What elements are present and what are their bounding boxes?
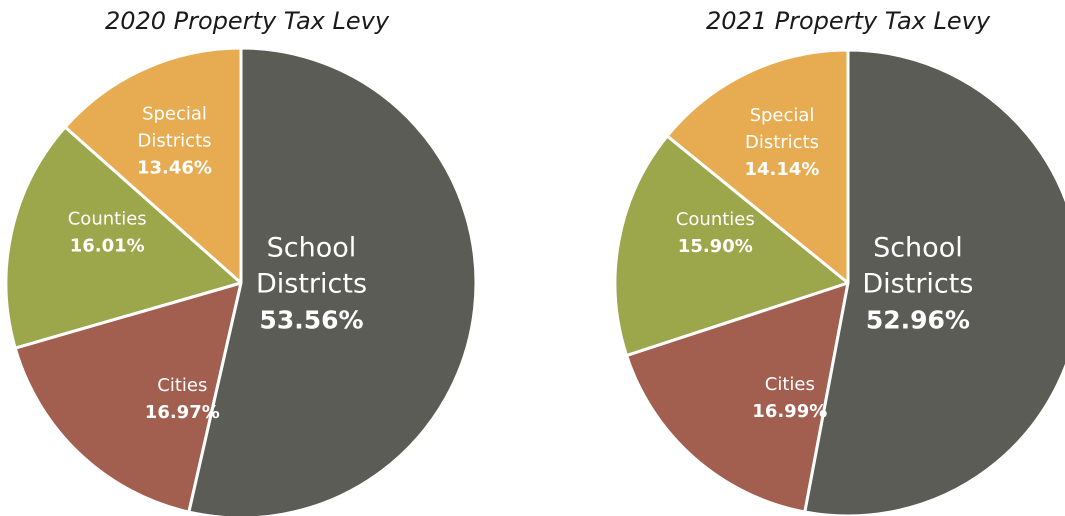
- slice-value-school: 53.56%: [259, 305, 363, 334]
- slice-value-school: 52.96%: [866, 305, 970, 334]
- pie-slice-school: [187, 46, 478, 516]
- slice-label-special: Special Districts 13.46%: [137, 104, 212, 179]
- slice-value-special: 13.46%: [137, 158, 212, 179]
- slice-label-special-line: Districts: [745, 132, 819, 153]
- pie-chart-2021: School Districts 52.96% Cities 16.99% Countie…: [613, 48, 1065, 516]
- slice-value-cities: 16.97%: [145, 402, 220, 423]
- slice-label-school-line: School: [267, 232, 357, 263]
- slice-label-school-line: School: [873, 232, 963, 263]
- slice-label-cities-line: Cities: [157, 375, 207, 396]
- slice-label-school: School Districts 53.56%: [256, 232, 367, 334]
- slice-value-special: 14.14%: [745, 159, 820, 180]
- pie-chart-2020: School Districts 53.56% Cities 16.97% Countie…: [4, 46, 478, 516]
- slice-label-cities-line: Cities: [765, 374, 815, 395]
- pie-slice-special: [63, 46, 243, 285]
- pie-slice-special: [665, 48, 850, 285]
- pie-slice-cities: [625, 281, 850, 514]
- slice-label-special: Special Districts 14.14%: [745, 105, 820, 180]
- slice-label-special-line: Districts: [137, 131, 211, 152]
- chart-title-2020: 2020 Property Tax Levy: [105, 7, 390, 35]
- slice-label-school-line: Districts: [862, 268, 973, 299]
- slice-value-cities: 16.99%: [752, 401, 827, 422]
- slice-label-cities: Cities 16.97%: [145, 375, 220, 423]
- slice-label-counties-line: Counties: [676, 209, 755, 230]
- slice-label-counties-line: Counties: [68, 208, 147, 229]
- pie-slice-school: [803, 48, 1065, 516]
- pie-slice-counties: [4, 125, 243, 350]
- slice-label-counties: Counties 16.01%: [68, 208, 147, 256]
- slice-label-special-line: Special: [142, 104, 207, 125]
- slice-value-counties: 16.01%: [70, 235, 145, 256]
- slice-label-special-line: Special: [750, 105, 815, 126]
- slice-label-school-line: Districts: [256, 268, 367, 299]
- chart-title-2021: 2021 Property Tax Levy: [706, 7, 991, 35]
- slice-label-cities: Cities 16.99%: [752, 374, 827, 422]
- slice-label-school: School Districts 52.96%: [862, 232, 973, 334]
- slice-value-counties: 15.90%: [678, 236, 753, 257]
- slice-label-counties: Counties 15.90%: [676, 209, 755, 257]
- pie-slice-cities: [13, 281, 243, 514]
